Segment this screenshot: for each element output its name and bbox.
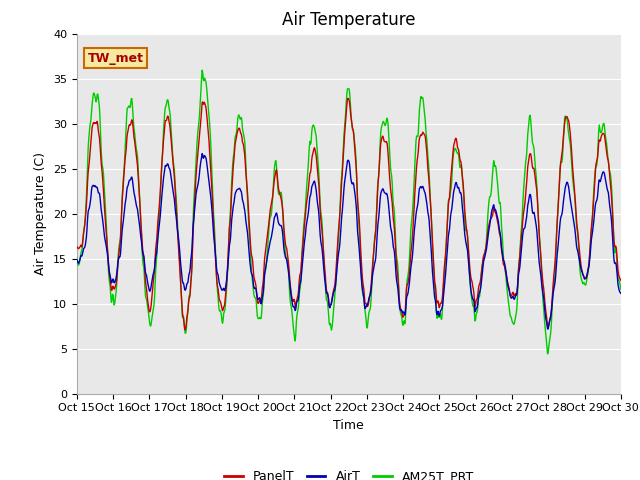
AirT (591, 209, 598, 215)
AM25T_PRT (591, 173, 598, 179)
PanelT (300, 239, 307, 244)
Legend: PanelT, AirT, AM25T_PRT: PanelT, AirT, AM25T_PRT (219, 465, 479, 480)
AM25T_PRT (394, 265, 402, 271)
AM25T_PRT (544, 351, 552, 357)
Line: AirT: AirT (77, 154, 621, 329)
AirT (600, 169, 607, 175)
AirT (394, 286, 402, 291)
Y-axis label: Air Temperature (C): Air Temperature (C) (35, 152, 47, 275)
X-axis label: Time: Time (333, 419, 364, 432)
PanelT (181, 327, 189, 333)
Text: TW_met: TW_met (88, 51, 144, 65)
Line: AM25T_PRT: AM25T_PRT (77, 70, 621, 354)
AM25T_PRT (174, 226, 182, 232)
AirT (174, 229, 182, 235)
AirT (73, 257, 81, 263)
PanelT (617, 277, 625, 283)
PanelT (600, 131, 607, 136)
PanelT (344, 96, 352, 101)
PanelT (174, 232, 182, 238)
AM25T_PRT (617, 286, 625, 292)
PanelT (395, 283, 403, 288)
AM25T_PRT (73, 255, 81, 261)
AirT (544, 326, 552, 332)
AM25T_PRT (99, 166, 107, 171)
AirT (300, 254, 307, 260)
Line: PanelT: PanelT (77, 98, 621, 330)
PanelT (591, 178, 598, 184)
AirT (617, 290, 625, 296)
AirT (99, 219, 107, 225)
Title: Air Temperature: Air Temperature (282, 11, 415, 29)
AM25T_PRT (600, 121, 607, 127)
AM25T_PRT (198, 67, 206, 73)
AirT (198, 151, 206, 156)
AM25T_PRT (300, 231, 307, 237)
PanelT (99, 179, 107, 185)
PanelT (73, 244, 81, 250)
